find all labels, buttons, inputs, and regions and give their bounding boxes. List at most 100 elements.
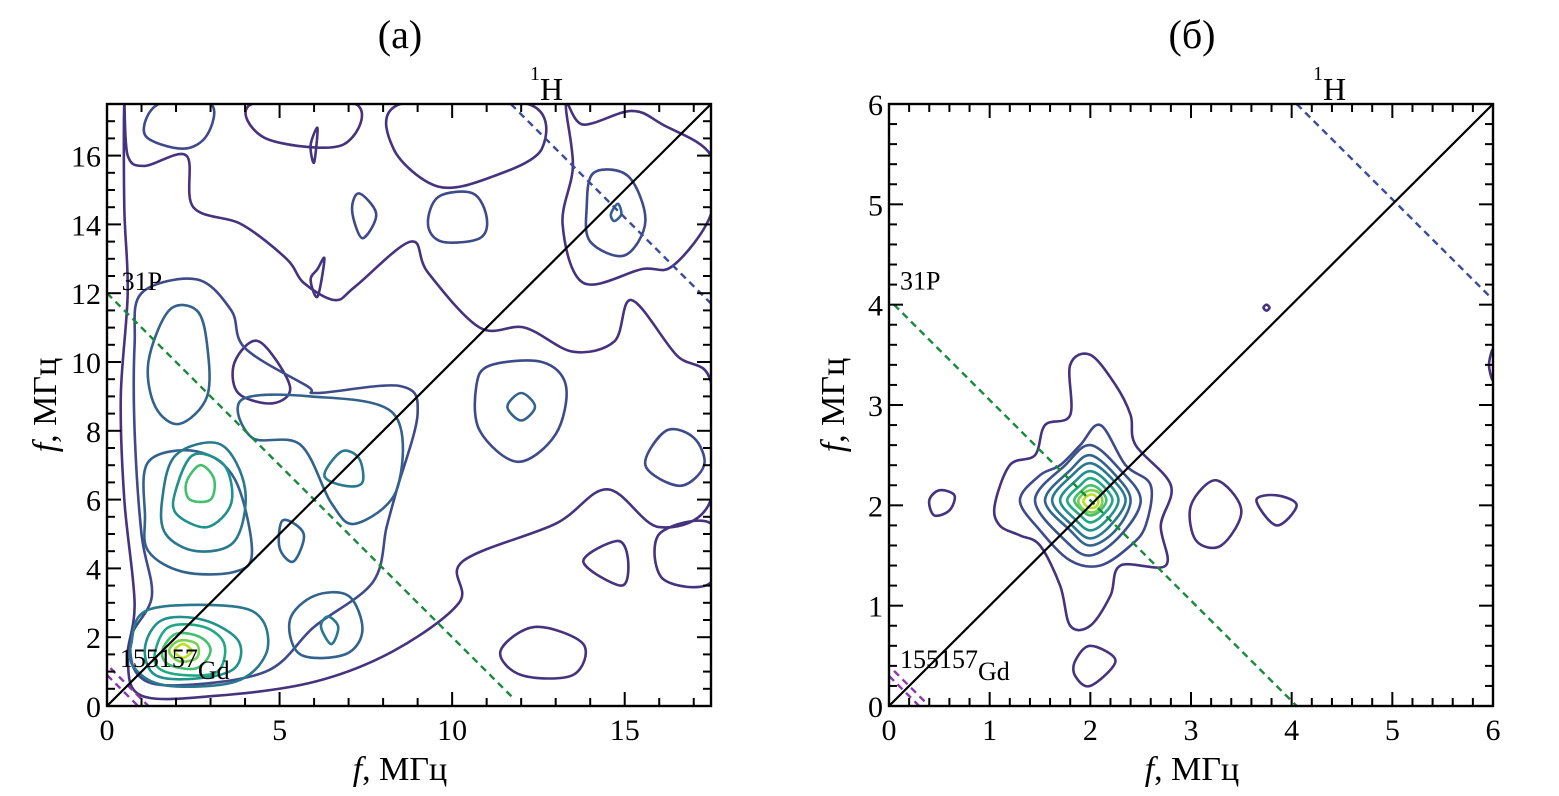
contours [927,303,1493,688]
contour-line-level-1 [309,126,319,165]
y-axis-label: f, МГц [815,358,852,453]
panel-a: 0 5 10 15 0 2 4 6 8 10 12 14 16 (a) f, МГц f, МГц 1H 31P 1… [27,12,713,788]
contour-line-level-8 [167,638,201,663]
panel-title: (б) [1169,12,1216,57]
contour-line-level-1 [231,339,292,405]
contour-line-level-2 [142,104,216,151]
contour-line-level-2 [644,427,706,488]
x-tick-label: 1 [982,714,997,747]
contour-line-level-3 [506,391,537,422]
contour-line-level-7 [1065,476,1114,524]
x-axis-label: f, МГц [1145,751,1240,788]
y-tick-label: 6 [868,89,883,122]
contour-line-level-6 [153,623,227,677]
contour-line-level-3 [287,590,364,660]
contour-line-level-4 [319,615,340,646]
contour-line-level-1 [927,488,957,518]
y-tick-label: 5 [868,189,883,222]
contour-line-level-1 [384,104,548,190]
contour-line-level-2 [1018,423,1154,568]
contour-line-level-2 [473,359,568,464]
diagonal-line [888,103,1494,707]
contour-line-level-1 [1255,493,1299,527]
contour-line-level-2 [350,192,378,240]
contour-line-level-2 [584,168,647,258]
x-tick-label: 0 [100,714,115,747]
contour-line-level-5 [171,452,234,529]
contour-line-level-3 [236,393,405,526]
contour-line-level-5 [1050,461,1127,540]
annotation-h1: 1H [530,63,563,107]
y-axis-label: f, МГц [27,358,64,453]
y-tick-label: 3 [868,390,883,423]
x-tick-label: 6 [1486,714,1501,747]
annotation-gd: 155157Gd [900,645,1010,686]
ticks [106,103,711,707]
contour-line-level-2 [426,190,489,244]
annotation-p31: 31P [900,267,940,296]
contour-line-level-1 [1188,479,1243,550]
contour-line-level-4 [1043,453,1132,547]
contour-line-level-1 [119,104,711,701]
x-tick-label: 3 [1184,714,1199,747]
contour-line-level-1 [498,625,588,680]
resonance-line-157Gd [893,670,931,706]
contour-line-level-1 [1072,644,1117,688]
contour-line-level-3 [277,518,306,564]
panel-title: (a) [378,12,422,57]
annotation-p31: 31P [122,267,162,296]
contour-line-level-1 [309,256,326,299]
contour-line-level-9 [172,642,193,660]
contours [119,104,711,701]
ticks [888,103,1494,707]
x-tick-label: 10 [437,714,467,747]
contour-line-level-4 [159,441,247,553]
y-tick-label: 14 [71,209,101,242]
contour-line-level-7 [160,631,212,671]
y-tick-label: 16 [71,141,101,174]
contour-line-level-3 [146,303,211,426]
contour-line-level-1 [561,104,711,286]
y-tick-label: 4 [868,290,883,323]
y-tick-label: 12 [71,278,101,311]
contour-line-level-1 [1487,348,1493,382]
contour-line-level-5 [143,615,243,681]
contour-line-level-3 [142,449,254,576]
contour-line-level-1 [582,539,630,587]
contour-line-level-4 [128,603,270,688]
contour-line-level-1 [244,104,364,149]
x-tick-label: 15 [610,714,640,747]
plot-frame [105,102,713,708]
diagonal-line [106,103,712,707]
y-tick-label: 0 [868,691,883,724]
x-tick-label: 5 [1385,714,1400,747]
y-tick-label: 8 [86,416,101,449]
x-tick-label: 5 [272,714,287,747]
contour-line-level-4 [323,449,365,488]
annotation-h1: 1H [1313,63,1346,107]
contour-line-level-1 [992,352,1173,632]
y-tick-label: 4 [86,553,101,586]
contour-line-level-1 [653,519,711,589]
contour-line-level-6 [184,463,217,504]
contour-line-level-3 [609,202,623,223]
x-axis-label: f, МГц [353,751,448,788]
panel-b: 0 1 2 3 4 5 6 0 1 2 3 4 5 6 (б) f, МГц f, МГц 1H 31P 155157… [815,12,1501,788]
x-tick-label: 2 [1083,714,1098,747]
x-tick-label: 0 [882,714,897,747]
y-tick-label: 2 [86,622,101,655]
contour-line-level-8 [1072,483,1108,517]
y-tick-label: 1 [868,591,883,624]
contour-line-level-6 [1058,469,1120,532]
resonance-line-157Gd [109,667,150,706]
contour-line-level-3 [1033,443,1143,557]
y-tick-label: 6 [86,485,101,518]
y-tick-label: 2 [868,490,883,523]
resonance-line-31P [893,303,1298,706]
y-tick-label: 10 [71,347,101,380]
contour-line-level-1 [1262,303,1271,313]
annotation-gd: 155157Gd [120,644,230,685]
contour-line-level-2 [128,277,420,687]
y-tick-label: 0 [86,691,101,724]
